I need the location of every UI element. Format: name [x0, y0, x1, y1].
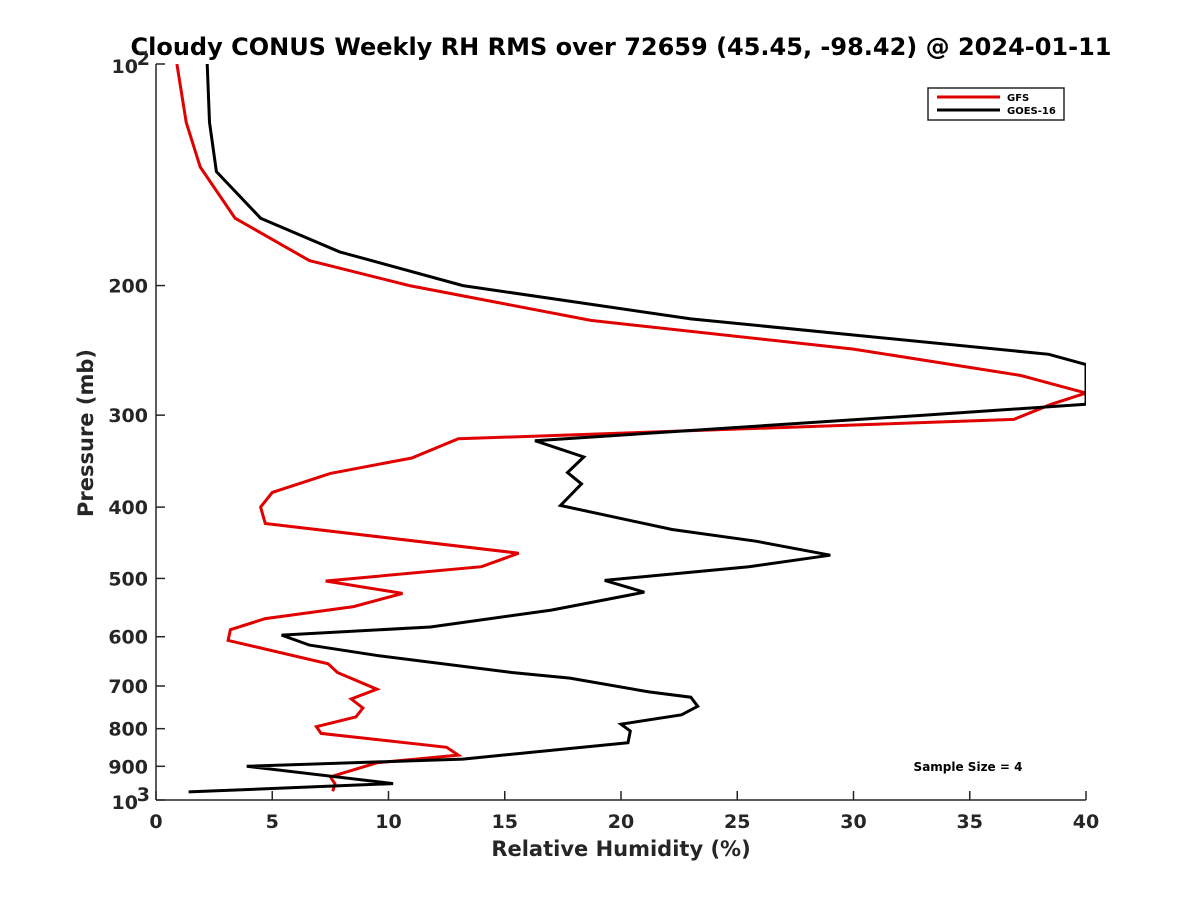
y-tick-label: 300	[108, 405, 148, 427]
series-lines	[175, 64, 1086, 794]
series-line-gfs	[175, 64, 1086, 792]
legend-label: GOES-16	[1007, 106, 1056, 117]
x-tick-label: 5	[266, 811, 279, 833]
x-tick-label: 25	[724, 811, 750, 833]
legend-box	[927, 87, 1065, 121]
y-tick-exponent: 3	[137, 784, 150, 806]
chart-title: Cloudy CONUS Weekly RH RMS over 72659 (4…	[131, 33, 1112, 61]
x-tick-label: 35	[957, 811, 983, 833]
y-tick-label: 500	[108, 568, 148, 590]
x-tick-label: 0	[149, 811, 162, 833]
y-tick-label: 900	[108, 756, 148, 778]
x-tick-label: 40	[1073, 811, 1099, 833]
x-tick-label: 30	[840, 811, 866, 833]
x-tick-label: 10	[375, 811, 401, 833]
y-tick-label: 700	[108, 676, 148, 698]
y-tick-exponent: 2	[137, 48, 150, 70]
y-axis-label: Pressure (mb)	[74, 349, 98, 517]
y-tick-label: 800	[108, 719, 148, 741]
x-axis-label: Relative Humidity (%)	[491, 837, 750, 861]
y-tick-label: 400	[108, 497, 148, 519]
legend: GFS GOES-16	[927, 87, 1065, 121]
x-tick-label: 20	[608, 811, 634, 833]
y-tick-label: 10	[112, 56, 138, 78]
y-tick-label: 200	[108, 276, 148, 298]
series-line-goes-16	[188, 64, 1086, 794]
legend-label: GFS	[1007, 93, 1029, 104]
sample-size-annotation: Sample Size = 4	[914, 760, 1023, 774]
plot-area	[155, 64, 1086, 801]
x-tick-label: 15	[492, 811, 518, 833]
y-tick-label: 10	[112, 792, 138, 814]
x-axis-ticks: 0 5 10 15 20 25 30 35 40	[149, 791, 1099, 833]
y-tick-label: 600	[108, 627, 148, 649]
